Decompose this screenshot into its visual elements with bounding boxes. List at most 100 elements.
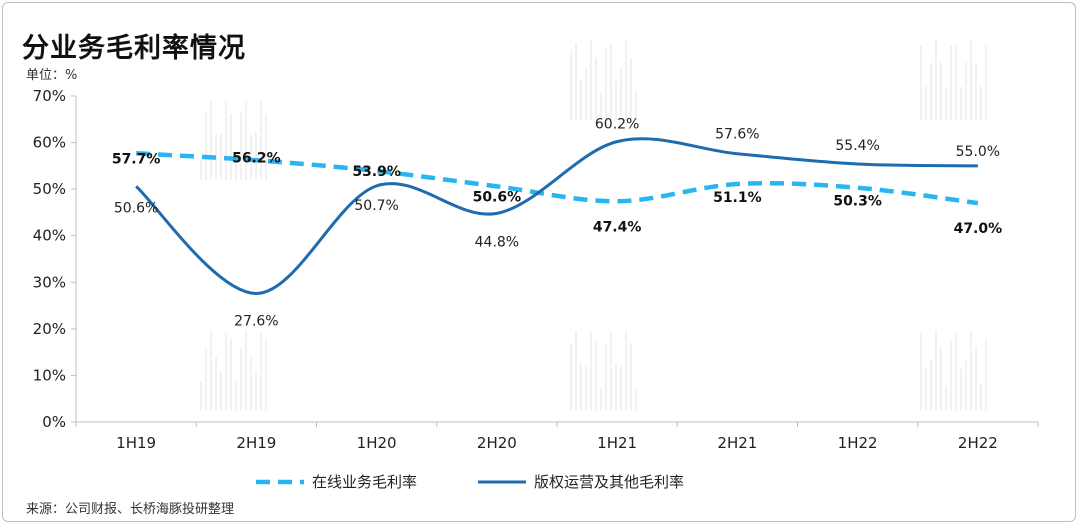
watermark-bar <box>965 359 967 410</box>
watermark-bar <box>585 365 587 410</box>
watermark-bar <box>215 356 217 410</box>
online-data-label: 50.3% <box>833 194 882 210</box>
watermark-bar <box>630 342 632 410</box>
x-tick-label: 2H19 <box>236 434 276 452</box>
watermark-bar <box>245 101 247 180</box>
copyright-data-label: 27.6% <box>234 313 278 329</box>
online-data-label: 47.0% <box>954 221 1003 237</box>
x-tick-label: 1H20 <box>357 434 397 452</box>
watermark-bar <box>930 63 932 120</box>
watermark-bar <box>620 67 622 120</box>
source-note: 来源：公司财报、长桥海豚投研整理 <box>26 502 235 517</box>
watermark-bar <box>575 43 577 120</box>
watermark-bar <box>980 384 982 410</box>
watermark-bar <box>925 367 927 410</box>
watermark-bar <box>235 382 237 410</box>
watermark-bar <box>615 80 617 120</box>
watermark-bar <box>960 368 962 410</box>
chart-title: 分业务毛利率情况 <box>22 33 246 64</box>
x-tick-label: 2H22 <box>958 434 998 452</box>
watermark-bar <box>945 385 947 410</box>
watermark-bar <box>950 340 952 410</box>
y-tick-label: 60% <box>33 134 66 152</box>
watermark-bar <box>985 45 987 120</box>
copyright-data-label: 44.8% <box>475 234 519 250</box>
watermark-bar <box>605 48 607 120</box>
online-data-label: 56.2% <box>232 150 281 166</box>
copyright-data-label: 60.2% <box>595 117 639 133</box>
series-layer <box>135 137 979 295</box>
watermark-bar <box>600 93 602 120</box>
watermark-mark <box>570 331 637 410</box>
watermark-bar <box>200 160 202 180</box>
watermark-mark <box>200 101 267 180</box>
watermark-bar <box>920 45 922 120</box>
y-tick-label: 40% <box>33 227 66 245</box>
y-tick-label: 50% <box>33 180 66 198</box>
watermark-bar <box>255 370 257 410</box>
watermark-bar <box>600 388 602 410</box>
watermark-bar <box>625 331 627 410</box>
y-tick-label: 30% <box>33 273 66 291</box>
watermark-bar <box>630 58 632 120</box>
watermark-bar <box>620 364 622 410</box>
watermark-bar <box>225 101 227 180</box>
watermark-bar <box>575 331 577 410</box>
watermark-bar <box>985 339 987 410</box>
online-margin-line <box>135 151 979 206</box>
watermark-bar <box>570 344 572 410</box>
watermark-bar <box>940 345 942 410</box>
copyright-data-label: 55.4% <box>835 138 879 154</box>
watermark-bar <box>590 331 592 410</box>
watermark-group <box>200 40 987 410</box>
watermark-mark <box>920 330 987 410</box>
watermark-bar <box>920 332 922 410</box>
online-data-label: 47.4% <box>593 219 642 235</box>
axes: 0% 10% 20% 30% 40% 50% 60% 70% 1H19 2H19 1H20 2H20 1… <box>33 87 1039 452</box>
online-data-label: 50.6% <box>473 189 522 205</box>
watermark-bar <box>265 114 267 180</box>
x-tick-label: 1H21 <box>597 434 637 452</box>
watermark-bar <box>960 86 962 120</box>
watermark-bar <box>635 92 637 120</box>
watermark-bar <box>965 62 967 120</box>
watermark-bar <box>205 348 207 410</box>
watermark-bar <box>950 46 952 120</box>
watermark-bar <box>925 85 927 120</box>
watermark-bar <box>595 57 597 120</box>
watermark-bar <box>930 360 932 410</box>
copyright-data-label: 57.6% <box>715 127 759 143</box>
watermark-bar <box>265 339 267 410</box>
watermark-bar <box>975 62 977 120</box>
x-tick-label: 2H21 <box>717 434 757 452</box>
data-labels: 57.7% 56.2% 53.9% 50.6% 47.4% 51.1% 50.3% 47.0%… <box>112 117 1002 330</box>
y-tick-label: 10% <box>33 366 66 384</box>
y-tick-label: 0% <box>42 413 66 431</box>
watermark-bar <box>595 342 597 410</box>
watermark-bar <box>230 338 232 410</box>
watermark-mark <box>920 40 987 120</box>
watermark-bar <box>975 346 977 410</box>
copyright-margin-line <box>135 137 978 295</box>
watermark-mark <box>200 330 267 410</box>
watermark-bar <box>590 40 592 120</box>
unit-label: 单位：% <box>26 68 78 83</box>
watermark-bar <box>980 86 982 120</box>
x-tick-label: 1H22 <box>838 434 878 452</box>
watermark-bar <box>585 68 587 120</box>
watermark-bar <box>215 134 217 180</box>
legend-label-online: 在线业务毛利率 <box>312 473 417 491</box>
watermark-bar <box>250 357 252 410</box>
watermark-bar <box>955 45 957 120</box>
x-tick-label: 1H19 <box>116 434 156 452</box>
legend: 在线业务毛利率 版权运营及其他毛利率 <box>256 473 684 491</box>
legend-label-copyright: 版权运营及其他毛利率 <box>534 473 684 491</box>
watermark-bar <box>970 330 972 410</box>
watermark-bar <box>235 158 237 180</box>
online-data-label: 57.7% <box>112 151 161 167</box>
copyright-data-label: 50.7% <box>354 198 398 214</box>
watermark-bar <box>635 389 637 410</box>
watermark-bar <box>580 79 582 120</box>
